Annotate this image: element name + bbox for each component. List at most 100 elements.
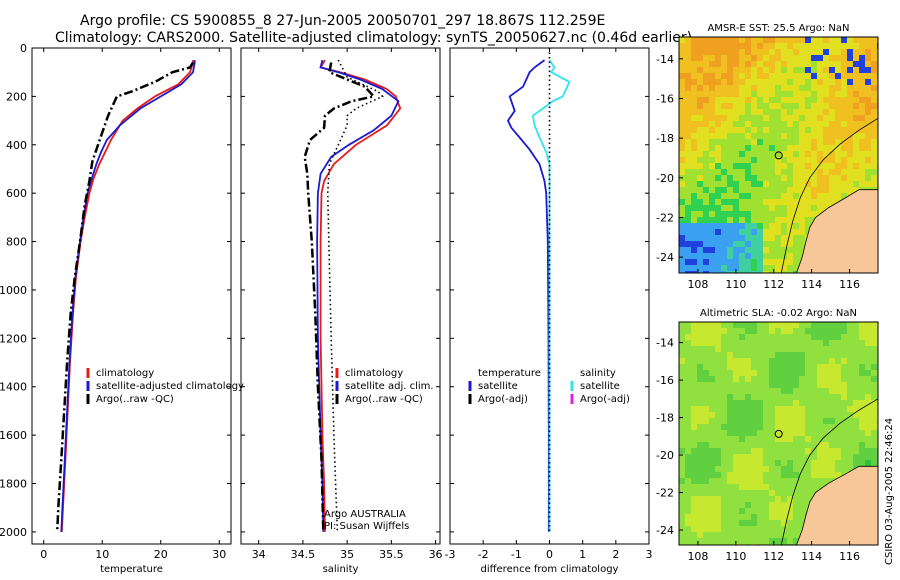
map-cell xyxy=(823,109,830,116)
difference-profile-legend-label: Argo(-adj) xyxy=(478,394,528,405)
map-cell xyxy=(757,205,764,212)
map-cell xyxy=(751,271,758,274)
map-cell xyxy=(679,412,686,419)
map-cell xyxy=(775,352,782,359)
map-cell xyxy=(793,376,800,383)
map-cell xyxy=(757,322,764,329)
map-cell xyxy=(805,430,812,437)
map-cell xyxy=(703,259,710,266)
map-cell xyxy=(739,43,746,50)
map-cell xyxy=(727,265,734,272)
map-cell xyxy=(811,67,818,74)
map-cell xyxy=(721,79,728,86)
map-cell xyxy=(721,133,728,140)
map-cell xyxy=(853,37,860,44)
map-cell xyxy=(853,424,860,431)
map-cell xyxy=(691,139,698,146)
sla-map-argo-marker xyxy=(774,429,783,438)
map-cell xyxy=(811,91,818,98)
map-cell xyxy=(685,496,692,503)
map-cell xyxy=(763,328,770,335)
map-cell xyxy=(805,145,812,152)
map-cell xyxy=(841,400,848,407)
map-cell xyxy=(793,526,800,533)
map-cell xyxy=(739,508,746,515)
map-cell xyxy=(703,418,710,425)
map-cell xyxy=(787,115,794,122)
map-cell xyxy=(865,175,872,182)
map-cell xyxy=(811,181,818,188)
map-cell xyxy=(715,163,722,170)
map-cell xyxy=(715,418,722,425)
map-cell xyxy=(853,364,860,371)
map-cell xyxy=(685,163,692,170)
map-cell xyxy=(679,418,686,425)
map-cell xyxy=(859,424,866,431)
map-cell xyxy=(787,199,794,206)
map-cell xyxy=(697,406,704,413)
map-cell xyxy=(775,133,782,140)
map-cell xyxy=(715,430,722,437)
map-cell xyxy=(781,43,788,50)
map-cell xyxy=(727,109,734,116)
map-cell xyxy=(727,340,734,347)
map-cell xyxy=(697,109,704,116)
map-cell xyxy=(823,175,830,182)
map-cell xyxy=(685,334,692,341)
map-cell xyxy=(793,382,800,389)
map-cell xyxy=(817,139,824,146)
map-cell xyxy=(715,187,722,194)
map-cell xyxy=(739,412,746,419)
map-cell xyxy=(703,436,710,443)
map-cell xyxy=(691,271,698,274)
map-cell xyxy=(811,406,818,413)
map-cell xyxy=(739,91,746,98)
map-cell xyxy=(679,340,686,347)
map-cell xyxy=(709,484,716,491)
difference-profile-xtick-label: 3 xyxy=(646,548,653,561)
map-cell xyxy=(751,454,758,461)
sla-map-xtick-label: 116 xyxy=(839,550,860,563)
map-cell xyxy=(811,340,818,347)
map-cell xyxy=(769,346,776,353)
map-cell xyxy=(757,430,764,437)
map-cell xyxy=(721,334,728,341)
map-cell xyxy=(703,400,710,407)
map-cell xyxy=(745,91,752,98)
map-cell xyxy=(871,412,878,419)
map-cell xyxy=(763,376,770,383)
map-cell xyxy=(775,79,782,86)
map-cell xyxy=(847,424,854,431)
map-cell xyxy=(709,43,716,50)
map-cell xyxy=(775,370,782,377)
map-cell xyxy=(739,502,746,509)
map-cell xyxy=(703,442,710,449)
map-cell xyxy=(781,466,788,473)
map-cell xyxy=(679,406,686,413)
map-cell xyxy=(787,73,794,80)
map-cell xyxy=(691,532,698,539)
map-cell xyxy=(751,163,758,170)
difference-profile-series-line xyxy=(531,59,571,532)
map-cell xyxy=(829,376,836,383)
map-cell xyxy=(781,400,788,407)
map-cell xyxy=(793,223,800,230)
map-cell xyxy=(793,388,800,395)
map-cell xyxy=(733,43,740,50)
map-cell xyxy=(703,340,710,347)
map-cell xyxy=(757,109,764,116)
map-cell xyxy=(871,454,878,461)
map-cell xyxy=(721,406,728,413)
map-cell xyxy=(697,538,704,545)
map-cell xyxy=(691,430,698,437)
map-cell xyxy=(691,424,698,431)
map-cell xyxy=(799,328,806,335)
map-cell xyxy=(841,334,848,341)
map-cell xyxy=(721,346,728,353)
map-cell xyxy=(757,460,764,467)
map-cell xyxy=(685,370,692,377)
map-cell xyxy=(679,241,686,248)
map-cell xyxy=(859,322,866,329)
map-cell xyxy=(685,412,692,419)
map-cell xyxy=(757,508,764,515)
